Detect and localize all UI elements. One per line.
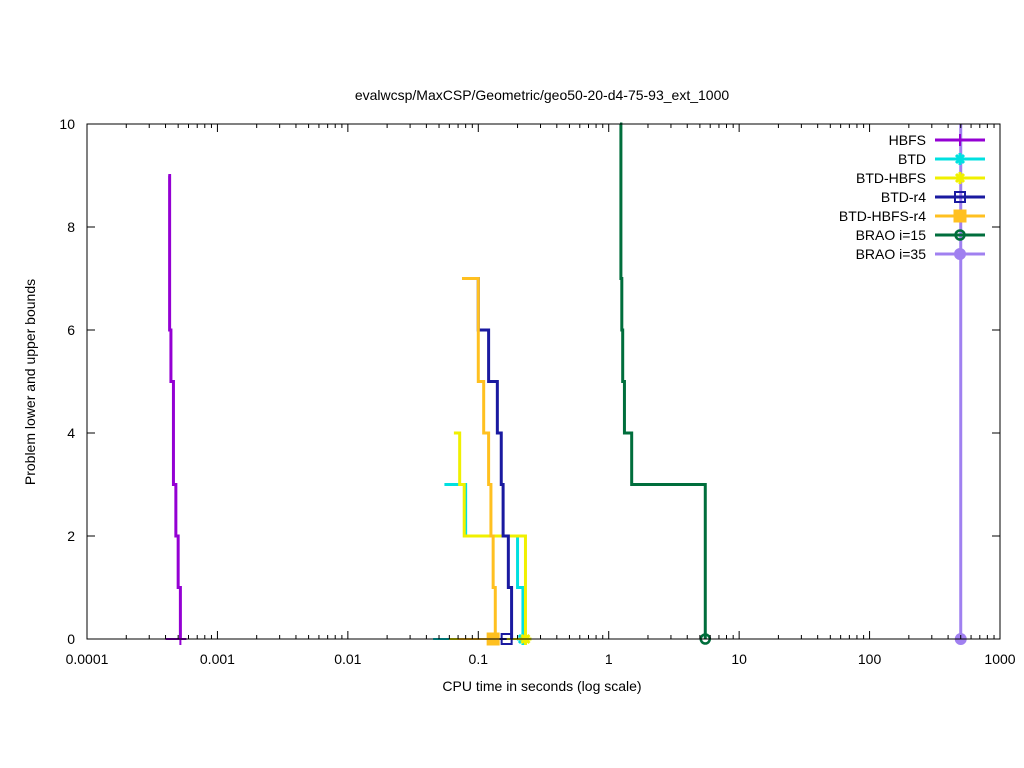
series-marker bbox=[954, 153, 966, 165]
series-marker bbox=[954, 134, 966, 146]
y-axis: 0 2 4 6 8 10 bbox=[59, 116, 1000, 647]
series bbox=[620, 124, 710, 644]
legend-item: HBFS bbox=[889, 132, 985, 148]
x-tick-label: 0.0001 bbox=[66, 651, 109, 667]
legend-label: BTD-HBFS-r4 bbox=[839, 208, 926, 224]
legend-item: BTD-r4 bbox=[881, 189, 985, 205]
x-tick-label: 1 bbox=[605, 651, 613, 667]
x-axis-label: CPU time in seconds (log scale) bbox=[442, 678, 641, 694]
legend: HBFS BTD BTD-HBFS BTD-r4 BTD-HBFS-r4 BRAO i=1… bbox=[839, 132, 985, 262]
series bbox=[449, 433, 531, 645]
x-tick-label: 10 bbox=[731, 651, 747, 667]
series-marker bbox=[954, 210, 966, 222]
series-upper-bound-line bbox=[462, 279, 495, 640]
series-upper-bound-line bbox=[168, 176, 180, 640]
series-marker bbox=[954, 172, 966, 184]
plot-frame bbox=[87, 124, 1000, 639]
x-tick-label: 100 bbox=[858, 651, 882, 667]
series bbox=[475, 279, 511, 645]
series-upper-bound-line bbox=[620, 124, 705, 639]
y-tick-label: 10 bbox=[59, 116, 75, 132]
legend-label: BRAO i=15 bbox=[856, 227, 927, 243]
x-tick-label: 0.001 bbox=[200, 651, 235, 667]
legend-label: BTD-HBFS bbox=[856, 170, 926, 186]
legend-label: BTD-r4 bbox=[881, 189, 926, 205]
legend-item: BTD bbox=[898, 151, 985, 167]
legend-item: BTD-HBFS-r4 bbox=[839, 208, 985, 224]
x-tick-label: 0.1 bbox=[469, 651, 489, 667]
legend-item: BTD-HBFS bbox=[856, 170, 985, 186]
series bbox=[166, 176, 187, 646]
x-axis: 0.0001 0.001 0.01 0.1 1 10 100 1000 bbox=[66, 124, 1016, 667]
series-marker bbox=[955, 249, 966, 260]
legend-item: BRAO i=15 bbox=[856, 227, 985, 243]
legend-label: BTD bbox=[898, 151, 926, 167]
y-axis-label: Problem lower and upper bounds bbox=[22, 279, 38, 485]
y-tick-label: 2 bbox=[67, 528, 75, 544]
y-tick-label: 0 bbox=[67, 631, 75, 647]
legend-item: BRAO i=35 bbox=[856, 246, 985, 262]
x-tick-label: 1000 bbox=[984, 651, 1015, 667]
y-tick-label: 4 bbox=[67, 425, 75, 441]
y-tick-label: 8 bbox=[67, 219, 75, 235]
x-tick-label: 0.01 bbox=[334, 651, 361, 667]
legend-label: BRAO i=35 bbox=[856, 246, 927, 262]
series bbox=[458, 279, 499, 646]
y-tick-label: 6 bbox=[67, 322, 75, 338]
chart-title: evalwcsp/MaxCSP/Geometric/geo50-20-d4-75… bbox=[355, 87, 730, 103]
plot-area bbox=[166, 124, 967, 645]
legend-label: HBFS bbox=[889, 132, 926, 148]
series bbox=[433, 485, 529, 646]
